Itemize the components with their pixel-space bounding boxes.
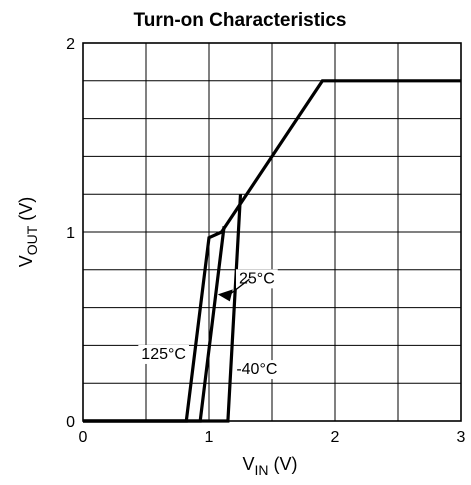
annotations: 125°C 25°C -40°C — [138, 269, 281, 380]
annotation-label-bg — [236, 269, 278, 289]
curve-125CC — [83, 230, 223, 423]
curves — [83, 79, 461, 423]
y-tick-label: 0 — [66, 414, 75, 431]
y-axis-label: VOUT (V) — [16, 197, 40, 268]
x-tick-label: 0 — [79, 429, 88, 446]
annotation-label: 25°C — [239, 270, 275, 287]
x-tick-label: 3 — [457, 429, 466, 446]
x-tick-label: 1 — [205, 429, 214, 446]
y-tick-label: 1 — [66, 225, 75, 242]
annotation-arrow-head — [217, 289, 233, 302]
curve-common-upper — [220, 79, 461, 233]
y-tick-label: 2 — [66, 36, 75, 53]
plot-frame — [82, 42, 462, 422]
annotation-label-bg — [233, 360, 281, 380]
tick-labels: 0 1 2 3 0 1 2 — [66, 36, 465, 446]
x-axis-label: VIN (V) — [242, 454, 297, 478]
curve-25CC — [83, 226, 226, 423]
x-tick-label: 2 — [331, 429, 340, 446]
annotation-label-bg — [138, 344, 189, 364]
chart-title: Turn-on Characteristics — [134, 10, 347, 31]
annotation-label: -40°C — [236, 361, 277, 378]
annotation-label: 125°C — [141, 346, 186, 363]
